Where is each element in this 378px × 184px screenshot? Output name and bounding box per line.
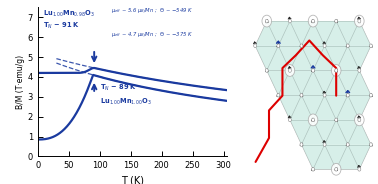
Polygon shape bbox=[313, 95, 336, 120]
Polygon shape bbox=[325, 145, 348, 169]
Polygon shape bbox=[290, 21, 313, 46]
Polygon shape bbox=[290, 95, 313, 120]
Polygon shape bbox=[313, 46, 336, 70]
Text: $\mu_{eff}$ ~ 5.6 $\mu_B$/Mn ;  $\Theta$ ~ $-$549 K: $\mu_{eff}$ ~ 5.6 $\mu_B$/Mn ; $\Theta$ … bbox=[111, 6, 193, 15]
Circle shape bbox=[369, 143, 372, 146]
Polygon shape bbox=[325, 120, 348, 145]
Circle shape bbox=[308, 15, 318, 27]
Polygon shape bbox=[336, 21, 359, 46]
Circle shape bbox=[265, 19, 268, 23]
Circle shape bbox=[332, 65, 341, 76]
Circle shape bbox=[335, 118, 338, 122]
Polygon shape bbox=[348, 70, 371, 95]
Circle shape bbox=[311, 167, 314, 171]
Circle shape bbox=[358, 118, 361, 122]
Polygon shape bbox=[325, 95, 348, 120]
Polygon shape bbox=[348, 95, 371, 120]
Polygon shape bbox=[325, 70, 348, 95]
Circle shape bbox=[323, 93, 326, 97]
Circle shape bbox=[323, 143, 326, 146]
Polygon shape bbox=[255, 21, 278, 46]
Polygon shape bbox=[336, 145, 359, 169]
Polygon shape bbox=[336, 95, 359, 120]
Polygon shape bbox=[348, 145, 371, 169]
Polygon shape bbox=[313, 120, 336, 145]
Circle shape bbox=[369, 93, 372, 97]
Circle shape bbox=[285, 65, 295, 76]
Polygon shape bbox=[302, 120, 325, 145]
Polygon shape bbox=[336, 46, 359, 70]
Text: Lu$_{1.00}$Mn$_{1.00}$O$_3$: Lu$_{1.00}$Mn$_{1.00}$O$_3$ bbox=[100, 97, 152, 107]
Polygon shape bbox=[302, 46, 325, 70]
Y-axis label: B/M (T·emu/g): B/M (T·emu/g) bbox=[16, 55, 25, 109]
Circle shape bbox=[254, 44, 257, 48]
Circle shape bbox=[369, 44, 372, 48]
Polygon shape bbox=[267, 70, 290, 95]
Text: $\mu_{eff}$ ~ 4.7 $\mu_B$/Mn ;  $\Theta$ ~ $-$375 K: $\mu_{eff}$ ~ 4.7 $\mu_B$/Mn ; $\Theta$ … bbox=[111, 30, 193, 39]
Polygon shape bbox=[348, 21, 371, 46]
Polygon shape bbox=[290, 70, 313, 95]
Circle shape bbox=[300, 44, 303, 48]
Circle shape bbox=[311, 69, 314, 72]
Text: Lu$_{1.00}$Mn$_{0.98}$O$_3$: Lu$_{1.00}$Mn$_{0.98}$O$_3$ bbox=[43, 8, 94, 19]
Circle shape bbox=[346, 143, 349, 146]
Circle shape bbox=[288, 19, 291, 23]
Circle shape bbox=[332, 163, 341, 175]
Polygon shape bbox=[348, 46, 371, 70]
Circle shape bbox=[288, 118, 291, 122]
Polygon shape bbox=[325, 21, 348, 46]
Circle shape bbox=[277, 44, 280, 48]
Polygon shape bbox=[336, 120, 359, 145]
Polygon shape bbox=[313, 145, 336, 169]
Text: T$_N$ ~ 89 K: T$_N$ ~ 89 K bbox=[100, 83, 137, 93]
Circle shape bbox=[262, 15, 271, 27]
Polygon shape bbox=[325, 46, 348, 70]
Polygon shape bbox=[302, 21, 325, 46]
Polygon shape bbox=[267, 46, 290, 70]
Circle shape bbox=[311, 19, 314, 23]
Polygon shape bbox=[336, 70, 359, 95]
Polygon shape bbox=[290, 120, 313, 145]
Circle shape bbox=[277, 93, 280, 97]
Circle shape bbox=[358, 167, 361, 171]
Polygon shape bbox=[348, 120, 371, 145]
Polygon shape bbox=[255, 46, 278, 70]
Circle shape bbox=[265, 69, 268, 72]
Polygon shape bbox=[302, 70, 325, 95]
Polygon shape bbox=[302, 145, 325, 169]
Polygon shape bbox=[278, 70, 302, 95]
Polygon shape bbox=[313, 70, 336, 95]
Circle shape bbox=[358, 69, 361, 72]
Circle shape bbox=[323, 44, 326, 48]
Circle shape bbox=[335, 167, 338, 171]
Circle shape bbox=[355, 114, 364, 126]
Circle shape bbox=[308, 114, 318, 126]
Circle shape bbox=[300, 93, 303, 97]
Polygon shape bbox=[313, 21, 336, 46]
Text: T$_N$ ~ 91 K: T$_N$ ~ 91 K bbox=[43, 21, 80, 31]
Polygon shape bbox=[290, 46, 313, 70]
Polygon shape bbox=[302, 95, 325, 120]
Circle shape bbox=[300, 143, 303, 146]
Circle shape bbox=[355, 15, 364, 27]
Circle shape bbox=[288, 69, 291, 72]
Circle shape bbox=[346, 93, 349, 97]
Polygon shape bbox=[267, 21, 290, 46]
Circle shape bbox=[335, 19, 338, 23]
Polygon shape bbox=[278, 21, 302, 46]
Polygon shape bbox=[278, 95, 302, 120]
Circle shape bbox=[346, 44, 349, 48]
Circle shape bbox=[311, 118, 314, 122]
X-axis label: T (K): T (K) bbox=[121, 176, 144, 184]
Polygon shape bbox=[278, 46, 302, 70]
Circle shape bbox=[358, 19, 361, 23]
Circle shape bbox=[335, 69, 338, 72]
